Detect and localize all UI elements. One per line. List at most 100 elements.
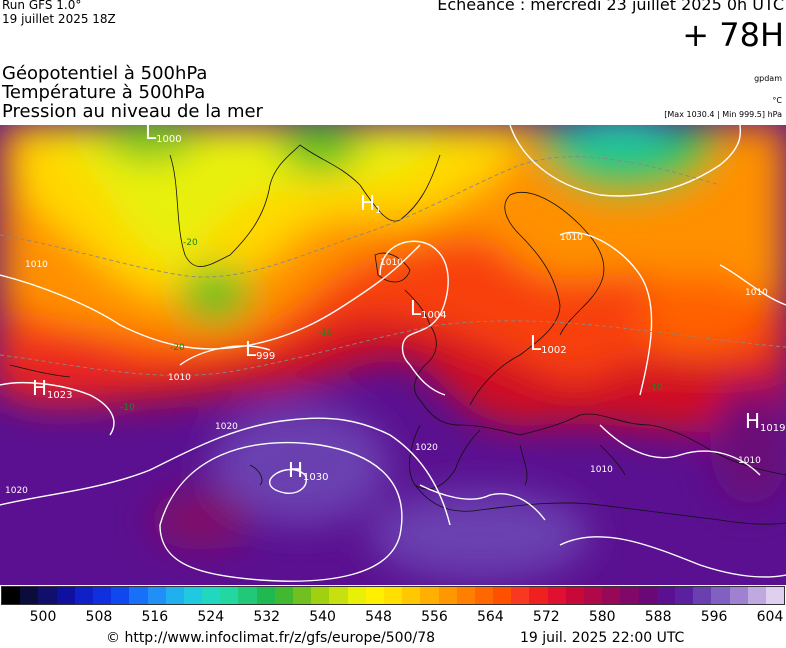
isobar-label: 1010: [168, 373, 191, 383]
color-scale-swatch: [529, 587, 548, 604]
color-scale-swatch: [56, 587, 75, 604]
color-scale-swatch: [293, 587, 312, 604]
color-scale-tick-label: 516: [141, 609, 169, 625]
coastlines: [9, 144, 786, 525]
color-scale-swatch: [365, 587, 384, 604]
color-scale-tick-label: 556: [421, 609, 448, 625]
color-scale-swatch: [729, 587, 748, 604]
color-scale-tick-label: 564: [477, 609, 504, 625]
isobar-label: 1020: [5, 486, 28, 496]
color-scale-swatch: [493, 587, 512, 604]
color-scale-swatch: [38, 587, 57, 604]
unit-temperature: °C: [772, 96, 782, 105]
forecast-offset: + 78H: [682, 16, 784, 54]
color-scale-swatch: [165, 587, 184, 604]
color-scale-swatch: [420, 587, 439, 604]
isobar-label: 1010: [560, 233, 583, 243]
isobar-label: 1010: [590, 465, 613, 475]
generation-date: 19 juil. 2025 22:00 UTC: [520, 630, 685, 646]
color-scale-swatch: [511, 587, 530, 604]
color-scale-swatch: [202, 587, 221, 604]
color-scale-swatch: [20, 587, 39, 604]
color-scale-swatch: [402, 587, 421, 604]
color-scale-swatch: [438, 587, 457, 604]
color-scale-tick-label: 588: [644, 609, 672, 625]
color-scale-swatch: [674, 587, 694, 604]
temperature-label: -10: [120, 403, 135, 413]
color-scale-swatch: [765, 587, 785, 604]
color-scale-swatch: [347, 587, 366, 604]
geopotential-field: [0, 125, 786, 585]
run-date: 19 juillet 2025 18Z: [2, 12, 116, 26]
unit-geopotential: gpdam: [754, 74, 782, 83]
pressure-system-l-1004: L1004: [410, 296, 447, 321]
color-scale-tick-label: 572: [532, 609, 560, 625]
temperature-label: -10: [318, 328, 333, 338]
color-scale-tick-label: 580: [588, 609, 616, 625]
color-scale-swatch: [274, 587, 293, 604]
isobar-label: 1010: [745, 288, 768, 298]
pressure-system-h-1030: H1030: [288, 458, 329, 483]
color-scale-swatch: [584, 587, 603, 604]
color-scale-swatch: [147, 587, 166, 604]
color-scale-tick-label: 532: [253, 609, 281, 625]
temperature-isotherms: [0, 156, 786, 376]
color-scale-swatch: [238, 587, 257, 604]
color-scale-swatch: [111, 587, 130, 604]
temperature-label: -20: [170, 343, 185, 353]
run-label: Run GFS 1.0°: [2, 0, 82, 12]
isobar-label: 1020: [215, 422, 238, 432]
pressure-system-h-1: H1: [360, 191, 381, 216]
color-scale-tick-label: 500: [29, 609, 57, 625]
color-scale-swatch: [220, 587, 239, 604]
isobar-label: 1010: [738, 456, 761, 466]
color-scale-swatch: [656, 587, 675, 604]
color-scale-swatch: [256, 587, 275, 604]
color-scale-swatch: [383, 587, 403, 604]
color-scale-swatch: [183, 587, 203, 604]
color-scale-swatch: [129, 587, 148, 604]
color-scale-swatch: [638, 587, 657, 604]
unit-pressure-range: [Max 1030.4 | Min 999.5] hPa: [664, 110, 782, 119]
pressure-system-h-1019: H1019: [745, 409, 786, 434]
variable-temperature: Température à 500hPa: [2, 82, 206, 103]
temperature-labels: -20 -20 -10 -10 -10: [120, 238, 663, 413]
forecast-valid-time: Echéance : mercredi 23 juillet 2025 0h U…: [437, 0, 784, 14]
color-scale-tick-label: 508: [85, 609, 113, 625]
color-scale-swatch: [602, 587, 621, 604]
color-scale-ticks: 500 508 516 524 532 540 548 556 564 572 580 588 596 6…: [0, 609, 786, 627]
pressure-system-labels: L1000 H1 L1004 L999 L1002 H1023 H1030 H1…: [32, 125, 786, 483]
pressure-system-h-1023: H1023: [32, 376, 73, 401]
color-scale-swatch: [747, 587, 766, 604]
variable-pressure: Pression au niveau de la mer: [2, 101, 263, 122]
isobar-label: 1020: [415, 443, 438, 453]
pressure-system-l-1000: L1000: [145, 125, 182, 145]
color-scale-tick-label: 540: [309, 609, 336, 625]
color-scale-swatch: [693, 587, 712, 604]
color-scale-tick-label: 596: [700, 609, 728, 625]
temperature-label: -10: [648, 383, 663, 393]
geopotential-color-scale: [1, 586, 785, 605]
color-scale-swatch: [329, 587, 348, 604]
isobars: [0, 125, 786, 582]
color-scale-swatch: [565, 587, 584, 604]
temperature-label: -20: [183, 238, 198, 248]
isobar-label: 1010: [380, 258, 403, 268]
color-scale-swatch: [456, 587, 475, 604]
isobar-label: 1010: [25, 260, 48, 270]
color-scale-swatch: [92, 587, 112, 604]
color-scale-tick-label: 604: [756, 609, 784, 625]
isobar-value-labels: 1010 1010 1010 1010 1020 1020 1020 1010 …: [5, 233, 768, 496]
pressure-system-l-1002: L1002: [530, 331, 567, 356]
color-scale-swatch: [711, 587, 730, 604]
variable-geopotential: Géopotentiel à 500hPa: [2, 63, 208, 84]
color-scale-swatch: [474, 587, 494, 604]
color-scale-swatch: [547, 587, 566, 604]
weather-map[interactable]: L1000 H1 L1004 L999 L1002 H1023 H1030 H1…: [0, 125, 786, 585]
pressure-system-l-999: L999: [245, 337, 275, 362]
source-url: © http://www.infoclimat.fr/z/gfs/europe/…: [106, 630, 436, 646]
color-scale-swatch: [311, 587, 330, 604]
color-scale-tick-label: 548: [365, 609, 392, 625]
color-scale-swatch: [2, 587, 21, 604]
color-scale-swatch: [620, 587, 639, 604]
